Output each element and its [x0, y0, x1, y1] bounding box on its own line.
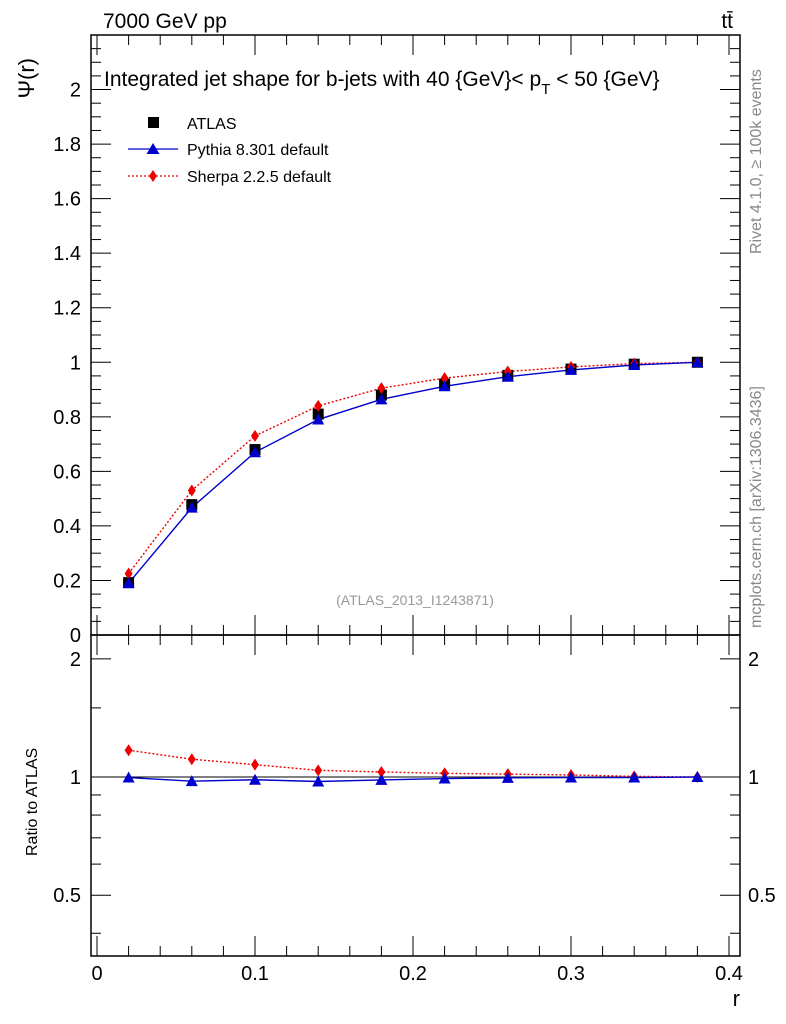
- upper-y-tick-label: 0: [70, 625, 81, 647]
- pythia-data-point: [501, 370, 514, 382]
- pythia-data-point: [312, 413, 325, 425]
- pythia-ratio-point: [438, 772, 451, 784]
- pythia-ratio-line: [128, 776, 698, 783]
- lower-frame: [90, 634, 741, 957]
- pythia-data-point: [185, 501, 198, 513]
- pythia-data-point: [122, 577, 135, 589]
- legend-pythia-marker: [146, 143, 160, 154]
- plot-title: Integrated jet shape for b-jets with 40 …: [104, 68, 660, 98]
- sherpa-data-point: [251, 429, 259, 442]
- pythia-ratio-point: [691, 771, 704, 783]
- upper-y-tick-label: 1.2: [53, 298, 81, 320]
- pythia-ratio-point: [565, 771, 577, 783]
- upper-y-tick-label: 1.8: [53, 134, 81, 156]
- pythia-ratio-point: [375, 773, 388, 785]
- pythia-ratio-point: [312, 775, 325, 787]
- lower-y-tick-label-left: 1: [70, 767, 81, 789]
- sherpa-ratio-point: [251, 758, 259, 771]
- x-tick-labels: 0 0.1 0.2 0.3 0.4: [91, 963, 742, 985]
- upper-axis-ticks: [91, 34, 740, 636]
- sherpa-data-point: [187, 484, 196, 497]
- legend: ATLAS Pythia 8.301 default Sherpa 2.2.5 …: [128, 116, 332, 186]
- plot-title-end: < 50 {GeV}: [550, 68, 659, 91]
- mcplots-label: mcplots.cern.ch [arXiv:1306.3436]: [748, 386, 765, 628]
- sherpa-ratio-point: [314, 764, 323, 777]
- x-tick-label: 0.4: [715, 963, 743, 985]
- pythia-data-point: [249, 446, 261, 458]
- sherpa-data-point: [440, 372, 449, 385]
- legend-atlas-marker: [148, 117, 159, 128]
- lower-y-tick-label-left: 2: [70, 649, 81, 671]
- pythia-data-point: [438, 380, 451, 392]
- legend-sherpa-label: Sherpa 2.2.5 default: [187, 169, 332, 186]
- legend-atlas-label: ATLAS: [187, 116, 237, 133]
- pythia-data-point: [691, 356, 704, 368]
- x-tick-label: 0: [91, 963, 102, 985]
- sherpa-ratio-point: [187, 753, 196, 766]
- upper-y-tick-label: 0.6: [53, 461, 81, 483]
- lower-y-tick-label-left: 0.5: [53, 885, 81, 907]
- rivet-label: Rivet 4.1.0, ≥ 100k events: [748, 69, 765, 254]
- pythia-data-point: [375, 393, 388, 405]
- sherpa-data-point: [314, 399, 323, 412]
- upper-y-tick-labels: 0 0.2 0.4 0.6 0.8 1 1.2 1.4 1.6 1.8 2: [53, 80, 81, 647]
- sherpa-data-point: [124, 567, 133, 580]
- x-tick-label: 0.1: [241, 963, 269, 985]
- pythia-ratio-point: [628, 771, 641, 783]
- x-tick-label: 0.3: [557, 963, 585, 985]
- lower-y-tick-label-right: 0.5: [748, 885, 776, 907]
- pythia-data-point: [628, 359, 641, 370]
- plot-title-subscript: T: [541, 81, 550, 98]
- analysis-watermark: (ATLAS_2013_I1243871): [336, 592, 494, 608]
- lower-panel: 0.5 0.51 12 2 0 0.1 0.2 0.3 0.4 Ratio to ATLAS …: [24, 634, 776, 1011]
- upper-panel: 0 0.2 0.4 0.6 0.8 1 1.2 1.4 1.6 1.8 2 Ψ(r) Integra…: [14, 34, 741, 647]
- upper-y-tick-label: 1.6: [53, 189, 81, 211]
- energy-label: 7000 GeV pp: [103, 10, 227, 33]
- upper-y-tick-label: 1: [70, 352, 81, 374]
- pythia-data-point: [565, 363, 577, 375]
- lower-data-layer: [122, 744, 704, 787]
- process-label: tt̄: [721, 10, 733, 33]
- lower-y-tick-label-right: 1: [748, 767, 759, 789]
- pythia-ratio-point: [185, 775, 198, 787]
- x-axis-label: r: [733, 986, 740, 1011]
- sherpa-series-line: [128, 361, 698, 575]
- lower-y-tick-labels: 0.5 0.5 1 1 2 2: [53, 649, 776, 907]
- upper-y-tick-label: 2: [70, 80, 81, 102]
- sherpa-ratio-point: [377, 765, 386, 778]
- plot-title-main: Integrated jet shape for b-jets with 40 …: [104, 68, 541, 91]
- legend-sherpa-marker: [149, 170, 157, 182]
- pythia-ratio-point: [501, 771, 514, 783]
- upper-y-tick-label: 0.8: [53, 407, 81, 429]
- lower-axis-ticks: [91, 635, 740, 956]
- pythia-ratio-point: [122, 771, 135, 783]
- upper-y-axis-label: Ψ(r): [14, 58, 39, 98]
- upper-y-tick-label: 0.4: [53, 516, 81, 538]
- upper-y-tick-label: 1.4: [53, 243, 81, 265]
- lower-y-axis-label: Ratio to ATLAS: [24, 748, 41, 856]
- x-tick-label: 0.2: [399, 963, 427, 985]
- upper-y-tick-label: 0.2: [53, 570, 81, 592]
- lower-y-tick-label-right: 2: [748, 649, 759, 671]
- legend-pythia-label: Pythia 8.301 default: [187, 142, 329, 159]
- upper-data-layer: [122, 356, 704, 589]
- pythia-ratio-point: [249, 773, 261, 785]
- sherpa-data-point: [377, 382, 386, 395]
- sherpa-ratio-line: [128, 749, 698, 778]
- sherpa-ratio-point: [124, 744, 133, 757]
- pythia-series-line: [128, 361, 698, 584]
